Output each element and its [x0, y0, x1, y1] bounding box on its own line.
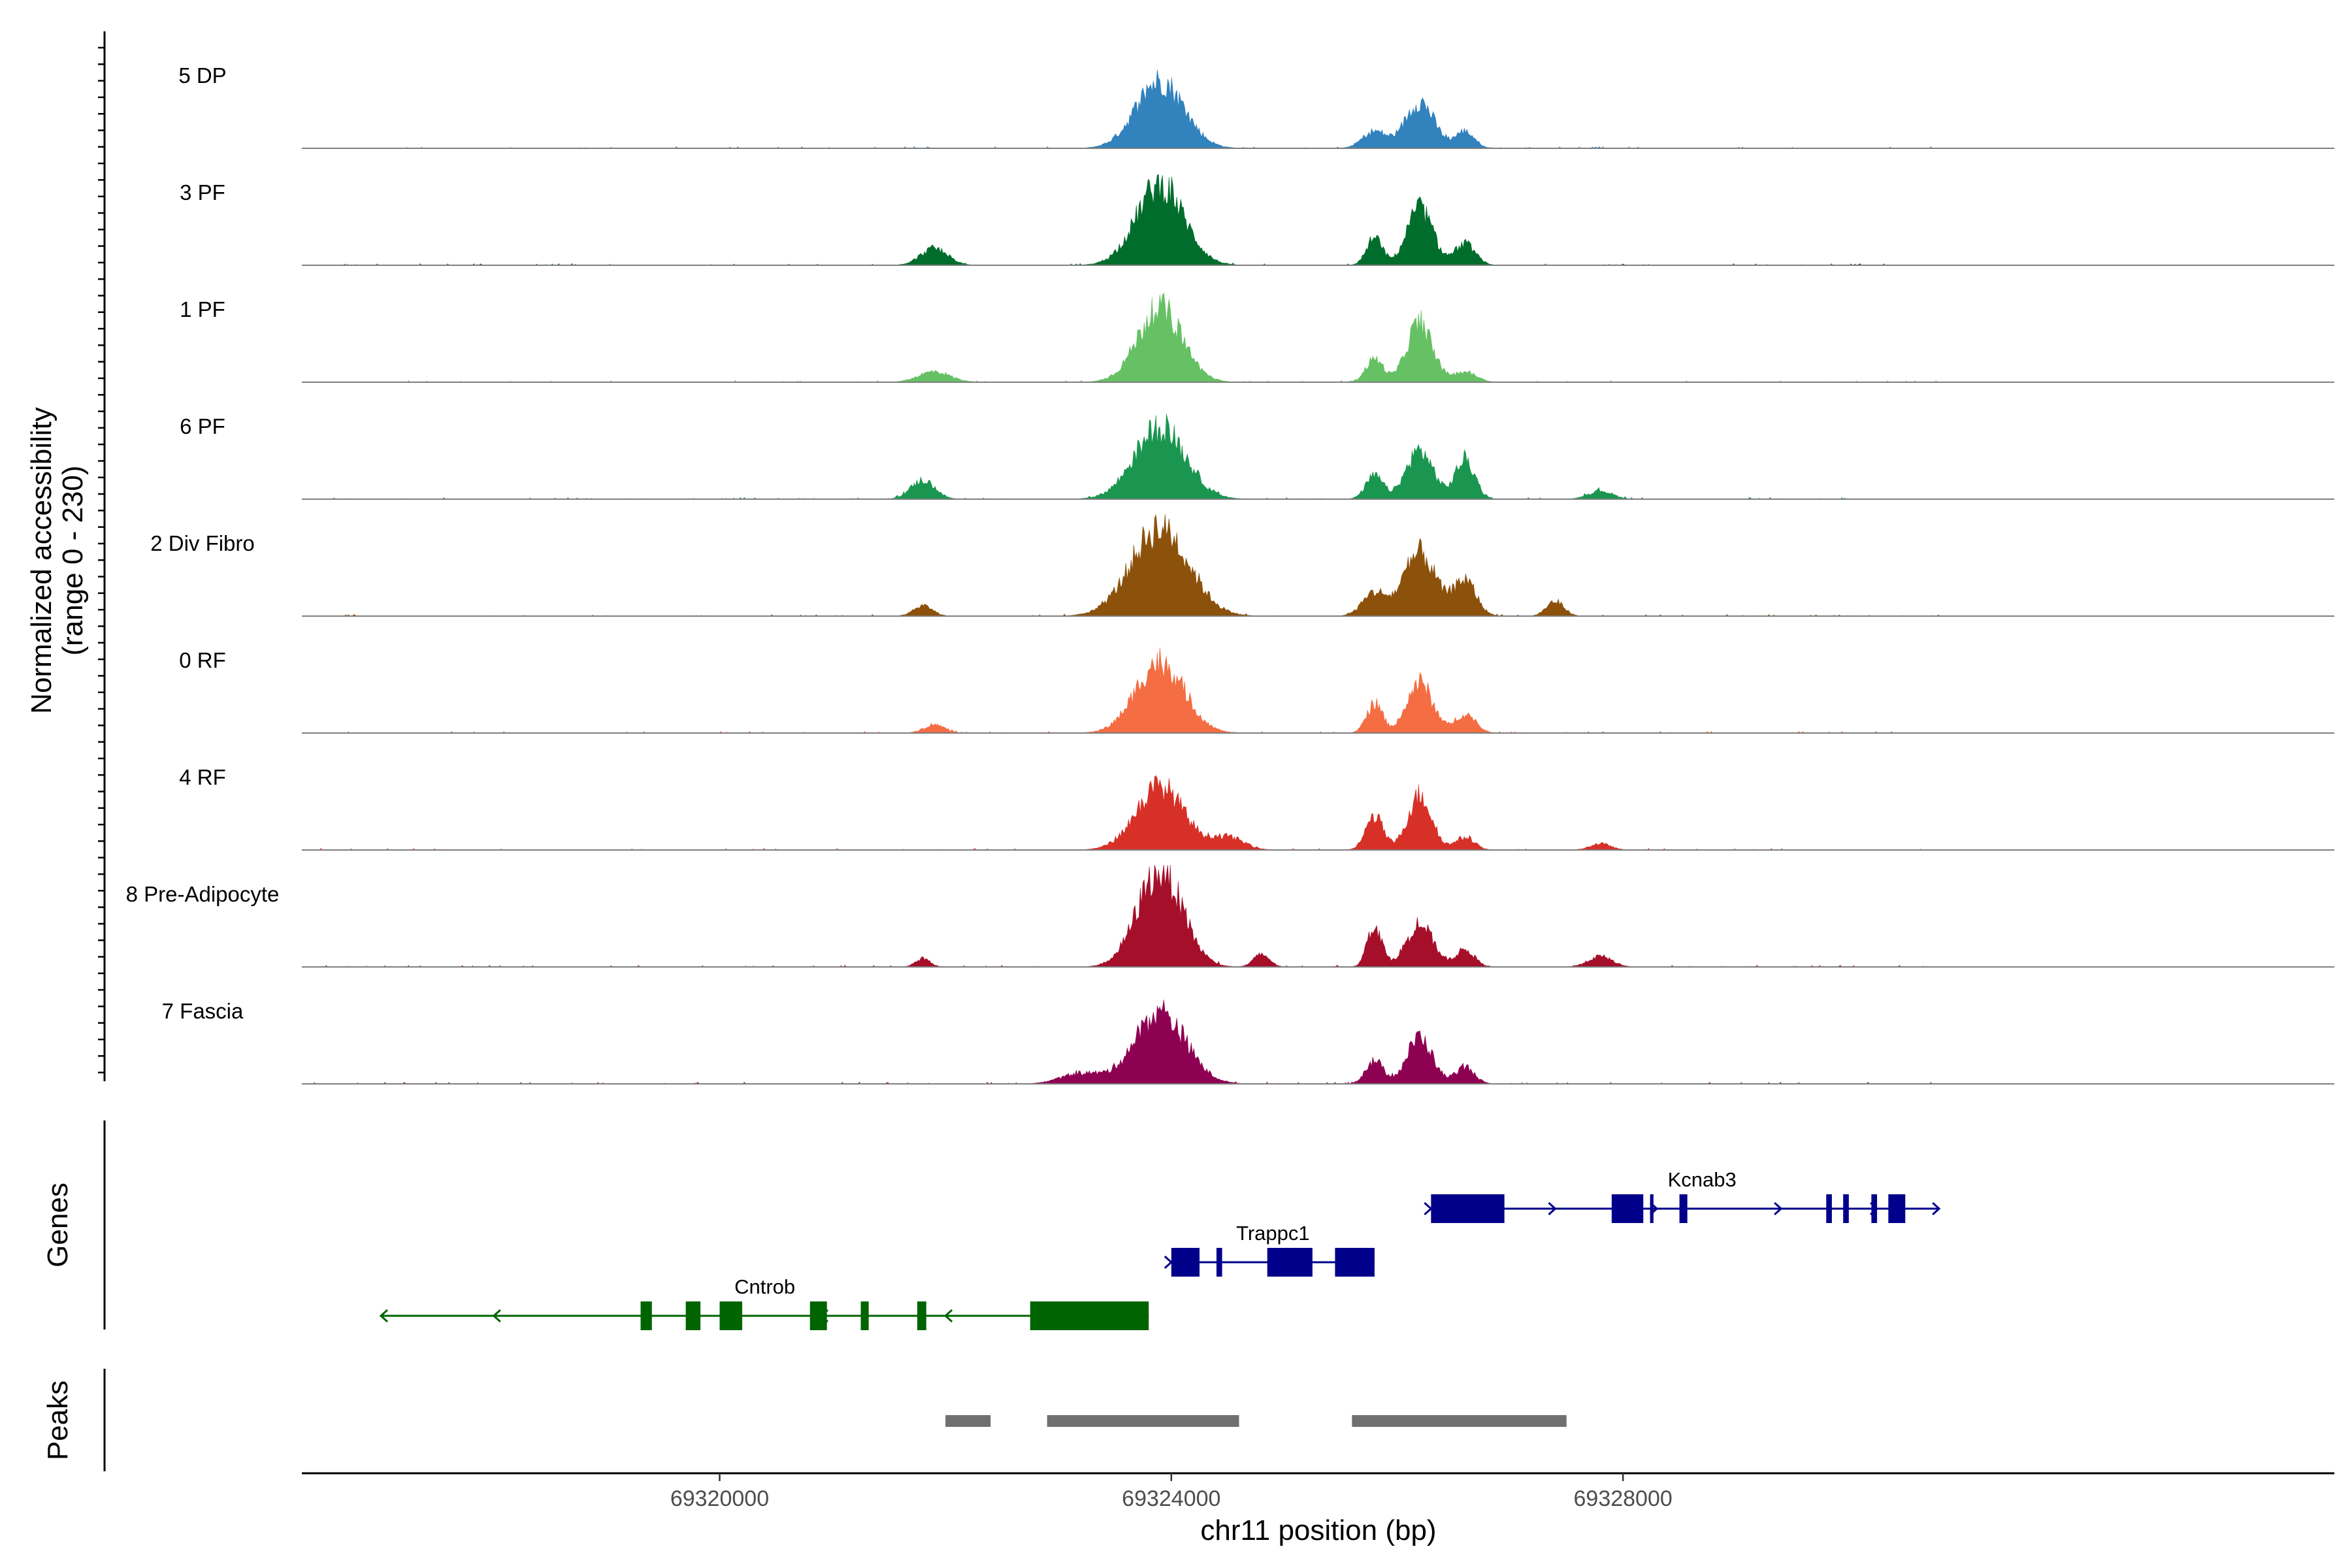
gene-label: Trappc1 — [1236, 1222, 1310, 1245]
peaks-panel-title: Peaks — [42, 1380, 74, 1460]
coverage-area — [313, 292, 1940, 383]
exon-block — [1871, 1194, 1878, 1223]
track-2: 3 PF — [180, 174, 2334, 266]
peak-region — [1047, 1415, 1239, 1427]
genes-panel: Genes Cntrob Trappc1 Kcnab3 — [42, 1120, 1941, 1330]
exon-block — [685, 1301, 701, 1330]
exon-block — [1267, 1248, 1313, 1277]
coverage-area — [313, 647, 1940, 734]
peak-region — [945, 1415, 991, 1427]
x-tick-label: 69328000 — [1574, 1486, 1673, 1511]
exon-block — [1650, 1194, 1654, 1223]
y-axis-ticks — [98, 46, 105, 1073]
exon-block — [809, 1301, 827, 1330]
peak-region — [1352, 1415, 1567, 1427]
coverage-area — [313, 864, 1940, 968]
gene-label: Cntrob — [734, 1275, 795, 1298]
track-3: 1 PF — [180, 292, 2334, 383]
track-label: 3 PF — [180, 180, 225, 204]
track-label: 8 Pre-Adipocyte — [126, 882, 280, 906]
exon-block — [1888, 1194, 1906, 1223]
exon-block — [1335, 1248, 1375, 1277]
track-6: 0 RF — [179, 647, 2334, 734]
exon-block — [1431, 1194, 1505, 1223]
gene-label: Kcnab3 — [1668, 1168, 1737, 1191]
coverage-area — [313, 414, 1940, 500]
exon-block — [1611, 1194, 1644, 1223]
strand-arrow-icon — [1424, 1201, 1433, 1216]
coverage-area — [313, 775, 1940, 851]
gene-trappc1: Trappc1 — [1164, 1222, 1375, 1277]
exon-block — [1826, 1194, 1832, 1223]
exon-block — [917, 1301, 926, 1330]
y-axis-title-line2: (range 0 - 230) — [57, 465, 89, 655]
strand-arrow-icon — [492, 1309, 501, 1323]
track-label: 6 PF — [180, 414, 225, 438]
track-7: 4 RF — [179, 765, 2334, 851]
track-label: 4 RF — [179, 765, 226, 789]
track-label: 1 PF — [180, 297, 225, 321]
x-axis-ticks: 69320000 69324000 69328000 — [670, 1473, 1673, 1511]
exon-block — [640, 1301, 652, 1330]
peak-regions — [945, 1415, 1567, 1427]
gene-models: Cntrob Trappc1 Kcnab3 — [379, 1168, 1941, 1330]
track-8: 8 Pre-Adipocyte — [126, 864, 2334, 968]
track-9: 7 Fascia — [162, 999, 2334, 1085]
exon-block — [1171, 1248, 1200, 1277]
exon-block — [1843, 1194, 1849, 1223]
genes-panel-title: Genes — [42, 1183, 74, 1267]
coverage-area — [313, 174, 1940, 266]
track-4: 6 PF — [180, 414, 2334, 500]
strand-arrow-icon — [943, 1309, 953, 1323]
exon-block — [719, 1301, 743, 1330]
track-1: 5 DP — [178, 63, 2334, 149]
peaks-panel: Peaks — [42, 1369, 1567, 1471]
strand-arrow-icon — [1870, 1201, 1879, 1216]
gene-kcnab3: Kcnab3 — [1424, 1168, 1941, 1223]
x-tick-label: 69324000 — [1122, 1486, 1220, 1511]
strand-arrow-icon — [1774, 1201, 1783, 1216]
exon-block — [860, 1301, 869, 1330]
coverage-tracks: 5 DP 3 PF 1 PF 6 PF 2 Div Fibro 0 RF 4 RF 8 Pre… — [126, 63, 2334, 1085]
strand-arrow-icon — [1548, 1201, 1557, 1216]
coverage-area — [312, 1000, 1940, 1085]
exon-block — [1216, 1248, 1222, 1277]
exon-block — [1679, 1194, 1688, 1223]
strand-arrow-icon — [819, 1309, 829, 1323]
track-label: 7 Fascia — [162, 999, 244, 1023]
gene-cntrob: Cntrob — [379, 1275, 1149, 1330]
track-label: 0 RF — [179, 648, 226, 672]
track-label: 5 DP — [178, 63, 226, 88]
track-label: 2 Div Fibro — [150, 531, 255, 555]
exon-block — [1030, 1301, 1149, 1330]
x-axis-title: chr11 position (bp) — [1200, 1514, 1436, 1546]
x-tick-label: 69320000 — [670, 1486, 769, 1511]
y-axis-left: Normalized accessibility (range 0 - 230) — [25, 31, 106, 1081]
strand-arrow-icon — [1164, 1255, 1173, 1269]
strand-arrow-icon — [1932, 1201, 1941, 1216]
track-5: 2 Div Fibro — [150, 514, 2334, 617]
strand-arrow-icon — [379, 1309, 388, 1323]
y-axis-title-line1: Normalized accessibility — [25, 407, 57, 713]
coverage-area — [313, 514, 1940, 617]
x-axis: 69320000 69324000 69328000 chr11 position … — [302, 1472, 2334, 1546]
strand-arrow-icon — [1649, 1201, 1659, 1216]
coverage-area — [313, 69, 1940, 149]
